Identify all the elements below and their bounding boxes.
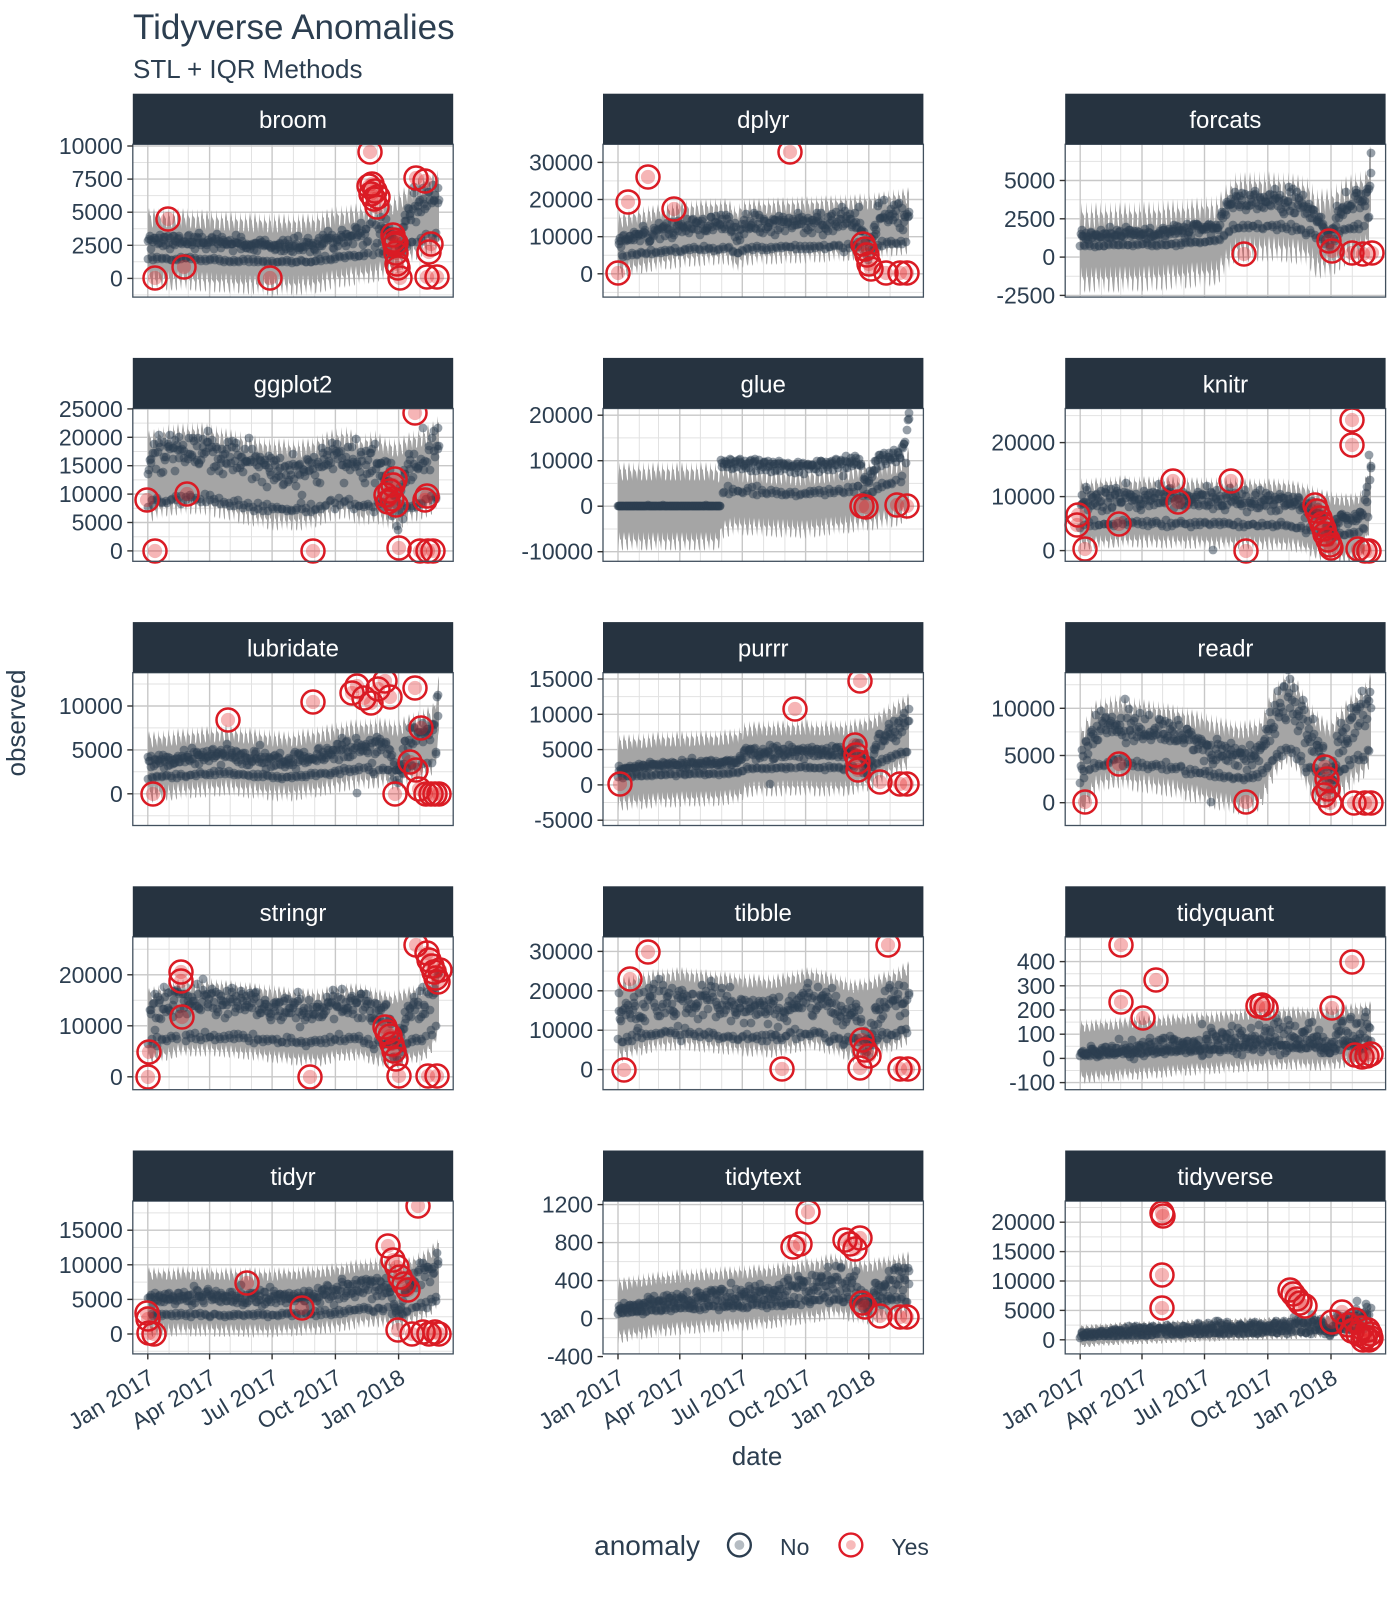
svg-text:20000: 20000	[529, 187, 593, 213]
svg-text:10000: 10000	[991, 484, 1055, 510]
svg-text:5000: 5000	[1004, 168, 1055, 194]
svg-text:5000: 5000	[72, 199, 123, 225]
svg-text:glue: glue	[741, 371, 786, 398]
svg-text:10000: 10000	[529, 701, 593, 727]
svg-text:20000: 20000	[529, 978, 593, 1004]
svg-text:0: 0	[110, 538, 123, 564]
svg-text:7500: 7500	[72, 166, 123, 192]
svg-text:-2500: -2500	[996, 282, 1055, 308]
svg-text:0: 0	[110, 265, 123, 291]
svg-text:0: 0	[580, 493, 593, 519]
svg-text:5000: 5000	[72, 510, 123, 536]
svg-text:20000: 20000	[529, 402, 593, 428]
svg-text:0: 0	[110, 781, 123, 807]
svg-text:forcats: forcats	[1189, 107, 1261, 134]
svg-text:0: 0	[580, 261, 593, 287]
svg-text:5000: 5000	[1004, 743, 1055, 769]
svg-text:0: 0	[110, 1064, 123, 1090]
svg-text:0: 0	[1042, 244, 1055, 270]
svg-text:30000: 30000	[529, 149, 593, 175]
svg-text:10000: 10000	[59, 481, 123, 507]
svg-text:tibble: tibble	[735, 900, 792, 927]
svg-text:5000: 5000	[72, 737, 123, 763]
svg-text:10000: 10000	[529, 224, 593, 250]
svg-text:0: 0	[580, 772, 593, 798]
svg-text:broom: broom	[259, 107, 327, 134]
svg-text:0: 0	[1042, 538, 1055, 564]
svg-text:10000: 10000	[59, 133, 123, 159]
svg-text:15000: 15000	[59, 453, 123, 479]
svg-text:10000: 10000	[529, 1017, 593, 1043]
svg-text:knitr: knitr	[1203, 371, 1248, 398]
svg-text:5000: 5000	[542, 737, 593, 763]
svg-text:0: 0	[580, 1057, 593, 1083]
svg-text:purrr: purrr	[738, 636, 789, 663]
svg-text:10000: 10000	[991, 695, 1055, 721]
svg-text:10000: 10000	[59, 1013, 123, 1039]
svg-text:20000: 20000	[991, 430, 1055, 456]
svg-text:2500: 2500	[72, 232, 123, 258]
svg-text:-5000: -5000	[534, 807, 593, 833]
svg-text:10000: 10000	[529, 448, 593, 474]
svg-text:30000: 30000	[529, 938, 593, 964]
svg-text:0: 0	[1042, 790, 1055, 816]
svg-text:-10000: -10000	[521, 539, 593, 565]
svg-text:readr: readr	[1197, 636, 1253, 663]
svg-text:20000: 20000	[59, 424, 123, 450]
svg-text:10000: 10000	[59, 693, 123, 719]
svg-text:15000: 15000	[529, 666, 593, 692]
svg-text:20000: 20000	[59, 962, 123, 988]
svg-text:25000: 25000	[59, 396, 123, 422]
svg-text:lubridate: lubridate	[247, 636, 339, 663]
svg-text:2500: 2500	[1004, 206, 1055, 232]
svg-text:ggplot2: ggplot2	[254, 371, 333, 398]
svg-text:dplyr: dplyr	[737, 107, 789, 134]
svg-text:stringr: stringr	[260, 900, 327, 927]
